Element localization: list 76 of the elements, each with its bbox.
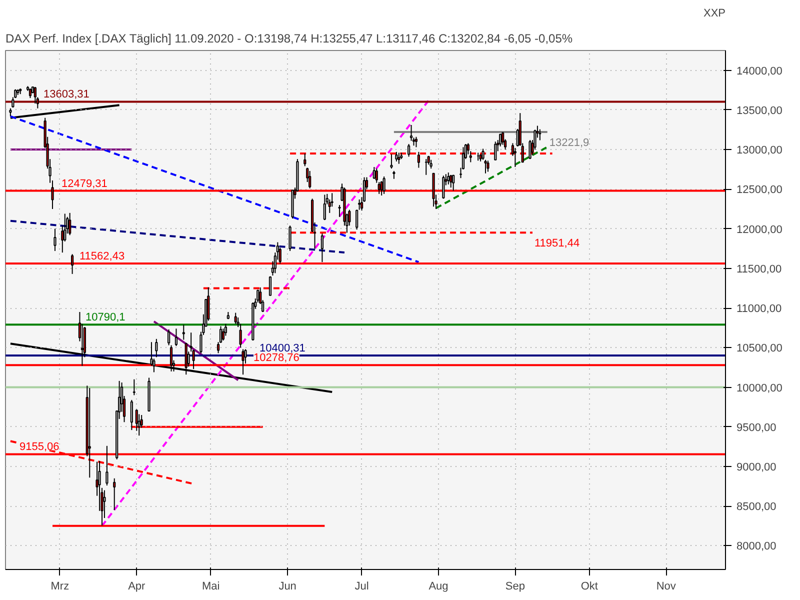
- candlestick: [54, 228, 56, 252]
- candlestick: [155, 338, 158, 358]
- ref-line-label: 13603,31: [44, 88, 90, 101]
- candlestick: [68, 212, 72, 236]
- candlestick: [320, 233, 324, 263]
- y-tick-label: 8500,00: [736, 501, 776, 514]
- candlestick: [538, 128, 542, 141]
- candlestick: [356, 209, 358, 230]
- x-tick-label: Nov: [656, 580, 676, 592]
- candlestick: [323, 194, 326, 221]
- y-tick-label: 10000,00: [736, 382, 782, 394]
- candlestick: [410, 124, 413, 142]
- candlestick: [407, 144, 410, 158]
- candlestick: [499, 133, 502, 147]
- candlestick: [424, 158, 428, 176]
- candlestick: [414, 136, 418, 148]
- candlestick: [174, 328, 178, 347]
- candlestick: [288, 225, 292, 252]
- y-tick-label: 14000,00: [736, 65, 782, 78]
- series-label: 13221,9: [549, 136, 590, 149]
- candlestick: [106, 445, 108, 486]
- candlestick: [528, 140, 532, 160]
- ref-line-label: 10278,76: [254, 352, 300, 364]
- candlestick: [182, 324, 185, 340]
- x-tick-label: Apr: [128, 580, 146, 592]
- candlestick: [338, 204, 341, 218]
- candlestick: [132, 378, 136, 396]
- y-tick-label: 11000,00: [736, 303, 782, 316]
- candlestick: [390, 154, 393, 170]
- x-tick-label: Sep: [505, 580, 525, 592]
- y-tick-label: 11500,00: [736, 263, 782, 276]
- candlestick: [268, 276, 272, 296]
- candlestick: [484, 159, 487, 174]
- candlestick: [372, 166, 376, 180]
- candlestick: [442, 175, 445, 200]
- candlestick: [222, 328, 225, 342]
- candlestick: [167, 328, 170, 346]
- candlestick: [28, 88, 32, 99]
- y-tick-label: 13000,00: [736, 144, 782, 157]
- x-tick-label: Jul: [354, 580, 369, 592]
- x-tick-label: Mai: [202, 580, 220, 592]
- candlestick: [234, 312, 237, 324]
- candlestick: [113, 478, 116, 511]
- ref-line-label: 12479,31: [62, 178, 108, 190]
- y-tick-label: 12500,00: [736, 184, 782, 196]
- y-tick-label: 9000,00: [736, 461, 776, 474]
- candlestick: [514, 147, 516, 168]
- ref-line-label: 10790,1: [86, 312, 126, 324]
- ref-line-label: 11562,43: [80, 250, 125, 262]
- candlestick: [382, 176, 386, 194]
- candlestick: [358, 198, 361, 210]
- candlestick: [224, 323, 228, 336]
- candlestick: [452, 174, 455, 192]
- y-tick-label: 9500,00: [736, 422, 776, 434]
- ref-line-label: 9155,06: [20, 441, 60, 454]
- y-tick-label: 12000,00: [736, 224, 782, 236]
- y-tick-label: 10500,00: [736, 342, 782, 355]
- candlestick: [395, 151, 398, 162]
- candlestick: [494, 141, 497, 160]
- chart-title: DAX Perf. Index [.DAX Täglich] 11.09.2020 - O:13198,74 H:13255,47 L:13117,46 C:13202,84 -6,05 -0,05%: [6, 32, 573, 46]
- candlestick: [486, 160, 490, 172]
- candlestick: [447, 172, 450, 185]
- x-tick-label: Mrz: [50, 580, 70, 592]
- candlestick: [130, 399, 133, 431]
- candlestick: [138, 414, 140, 436]
- text: XXP: [703, 8, 726, 20]
- x-tick-label: Jun: [278, 580, 296, 592]
- candlestick: [482, 148, 484, 160]
- candlestick: [450, 174, 452, 188]
- series-label: 11951,44: [534, 238, 580, 250]
- x-tick-label: Okt: [580, 580, 598, 592]
- y-tick-label: 13500,00: [736, 104, 782, 117]
- candlestick: [34, 86, 36, 104]
- y-tick-label: 8000,00: [736, 540, 776, 553]
- x-tick-label: Aug: [428, 580, 448, 592]
- candlestick: [502, 132, 504, 146]
